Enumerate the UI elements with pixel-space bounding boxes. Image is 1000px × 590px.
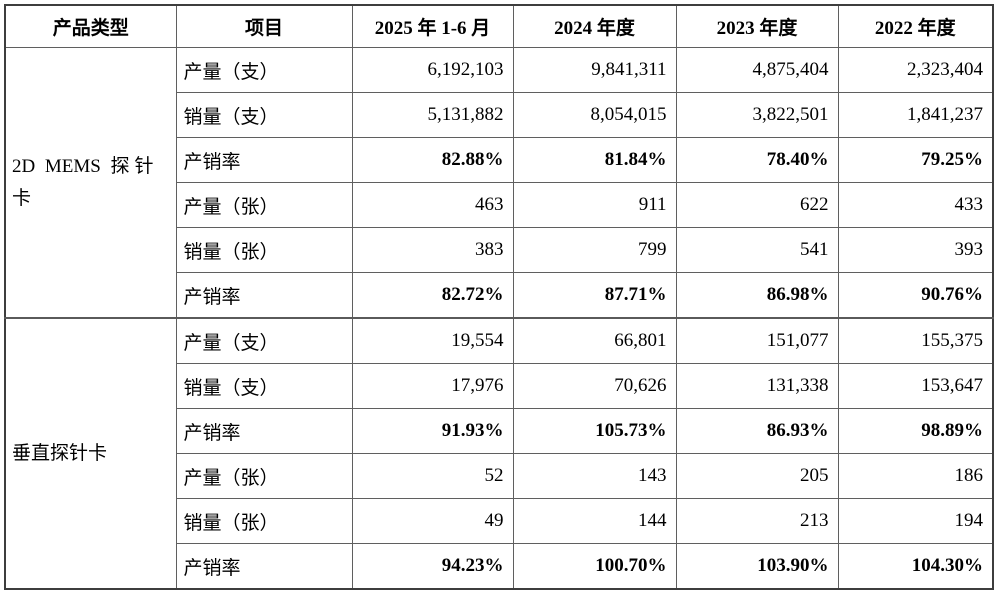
- value-cell: 151,077: [675, 317, 839, 364]
- value-cell: 70,626: [512, 363, 677, 409]
- value-cell: 433: [837, 182, 994, 228]
- value-cell: 205: [675, 453, 839, 499]
- table-row: 产销率 82.72% 87.71% 86.98% 90.76%: [5, 272, 994, 319]
- value-cell: 383: [351, 227, 514, 273]
- item-label: 销量（张）: [175, 498, 353, 544]
- value-cell: 100.70%: [512, 543, 677, 590]
- table-row: 销量（张） 49 144 213 194: [5, 498, 994, 544]
- value-cell: 103.90%: [675, 543, 839, 590]
- value-cell: 49: [351, 498, 514, 544]
- value-cell: 5,131,882: [351, 92, 514, 138]
- value-cell: 622: [675, 182, 839, 228]
- value-cell: 94.23%: [351, 543, 514, 590]
- value-cell: 79.25%: [837, 137, 994, 183]
- value-cell: 3,822,501: [675, 92, 839, 138]
- table-row: 销量（张） 383 799 541 393: [5, 227, 994, 273]
- col-header-2024: 2024 年度: [512, 4, 677, 48]
- table-row: 销量（支） 5,131,882 8,054,015 3,822,501 1,84…: [5, 92, 994, 138]
- value-cell: 2,323,404: [837, 47, 994, 93]
- item-label: 产销率: [175, 272, 353, 319]
- item-label: 销量（支）: [175, 92, 353, 138]
- col-header-product-type: 产品类型: [4, 4, 177, 48]
- item-label: 销量（支）: [175, 363, 353, 409]
- value-cell: 799: [512, 227, 677, 273]
- item-label: 产量（支）: [175, 47, 353, 93]
- value-cell: 153,647: [837, 363, 994, 409]
- item-label: 产销率: [175, 543, 353, 590]
- group-label-2d-mems: 2D MEMS 探针卡: [4, 47, 177, 319]
- value-cell: 78.40%: [675, 137, 839, 183]
- production-sales-table-container: 产品类型 项目 2025 年 1-6 月 2024 年度 2023 年度 202…: [4, 4, 994, 590]
- value-cell: 213: [675, 498, 839, 544]
- col-header-2023: 2023 年度: [675, 4, 839, 48]
- value-cell: 541: [675, 227, 839, 273]
- item-label: 产销率: [175, 408, 353, 454]
- value-cell: 52: [351, 453, 514, 499]
- value-cell: 19,554: [351, 317, 514, 364]
- value-cell: 911: [512, 182, 677, 228]
- value-cell: 8,054,015: [512, 92, 677, 138]
- item-label: 产量（支）: [175, 317, 353, 364]
- value-cell: 393: [837, 227, 994, 273]
- value-cell: 90.76%: [837, 272, 994, 319]
- item-label: 产销率: [175, 137, 353, 183]
- value-cell: 82.88%: [351, 137, 514, 183]
- value-cell: 105.73%: [512, 408, 677, 454]
- value-cell: 4,875,404: [675, 47, 839, 93]
- col-header-item: 项目: [175, 4, 353, 48]
- value-cell: 131,338: [675, 363, 839, 409]
- group-label-vertical: 垂直探针卡: [4, 317, 177, 590]
- value-cell: 463: [351, 182, 514, 228]
- value-cell: 81.84%: [512, 137, 677, 183]
- value-cell: 104.30%: [837, 543, 994, 590]
- value-cell: 194: [837, 498, 994, 544]
- value-cell: 82.72%: [351, 272, 514, 319]
- value-cell: 144: [512, 498, 677, 544]
- item-label: 产量（张）: [175, 182, 353, 228]
- value-cell: 86.98%: [675, 272, 839, 319]
- value-cell: 87.71%: [512, 272, 677, 319]
- value-cell: 17,976: [351, 363, 514, 409]
- table-row: 垂直探针卡 产量（支） 19,554 66,801 151,077 155,37…: [4, 317, 994, 590]
- item-label: 产量（张）: [175, 453, 353, 499]
- table-row: 2D MEMS 探针卡 产量（支） 6,192,103 9,841,311 4,…: [4, 47, 994, 319]
- value-cell: 86.93%: [675, 408, 839, 454]
- col-header-2022: 2022 年度: [837, 4, 994, 48]
- value-cell: 155,375: [837, 317, 994, 364]
- table-row: 产销率 94.23% 100.70% 103.90% 104.30%: [5, 543, 994, 590]
- value-cell: 66,801: [512, 317, 677, 364]
- value-cell: 186: [837, 453, 994, 499]
- table-row: 销量（支） 17,976 70,626 131,338 153,647: [5, 363, 994, 409]
- table-row: 产量（张） 463 911 622 433: [5, 182, 994, 228]
- item-label: 销量（张）: [175, 227, 353, 273]
- value-cell: 143: [512, 453, 677, 499]
- production-sales-table: 产品类型 项目 2025 年 1-6 月 2024 年度 2023 年度 202…: [4, 4, 994, 590]
- header-row: 产品类型 项目 2025 年 1-6 月 2024 年度 2023 年度 202…: [4, 4, 994, 48]
- value-cell: 6,192,103: [351, 47, 514, 93]
- value-cell: 9,841,311: [512, 47, 677, 93]
- value-cell: 91.93%: [351, 408, 514, 454]
- value-cell: 1,841,237: [837, 92, 994, 138]
- value-cell: 98.89%: [837, 408, 994, 454]
- col-header-2025h1: 2025 年 1-6 月: [351, 4, 514, 48]
- table-row: 产销率 82.88% 81.84% 78.40% 79.25%: [5, 137, 994, 183]
